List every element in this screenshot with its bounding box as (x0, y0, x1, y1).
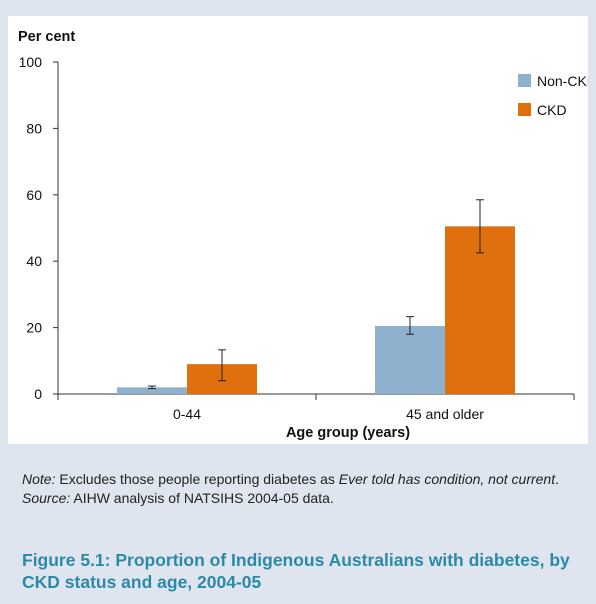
y-axis-label: Per cent (18, 29, 75, 45)
bar (117, 387, 187, 394)
y-tick-label: 40 (26, 253, 42, 269)
source-line: Source: AIHW analysis of NATSIHS 2004-05… (22, 489, 582, 508)
y-tick-label: 20 (26, 320, 42, 336)
x-tick-label: 45 and older (406, 406, 484, 422)
source-text: AIHW analysis of NATSIHS 2004-05 data. (70, 490, 334, 506)
note-text: Excludes those people reporting diabetes… (55, 471, 339, 487)
legend-swatch (518, 74, 531, 87)
note-emphasis: Ever told has condition, not current (338, 471, 556, 487)
figure-title: Figure 5.1: Proportion of Indigenous Aus… (22, 550, 570, 592)
bar (445, 226, 515, 394)
bar-chart: Per cent Age group (years) 0 20 40 60 80 100 0… (18, 29, 588, 441)
legend-label: CKD (537, 102, 567, 118)
legend-swatch (518, 103, 531, 116)
x-axis-label: Age group (years) (286, 425, 410, 441)
legend-label: Non-CKD (537, 73, 588, 89)
note-end: . (555, 471, 559, 487)
y-tick-label: 100 (19, 54, 43, 70)
note-lead: Note: (22, 471, 56, 487)
y-tick-label: 0 (34, 386, 42, 402)
y-tick-label: 80 (26, 120, 42, 136)
bar (375, 325, 445, 394)
note-line: Note: Excludes those people reporting di… (22, 470, 582, 489)
y-tick-label: 60 (26, 187, 42, 203)
source-lead: Source: (22, 490, 71, 506)
x-tick-label: 0-44 (173, 406, 201, 422)
figure-notes: Note: Excludes those people reporting di… (22, 470, 582, 508)
